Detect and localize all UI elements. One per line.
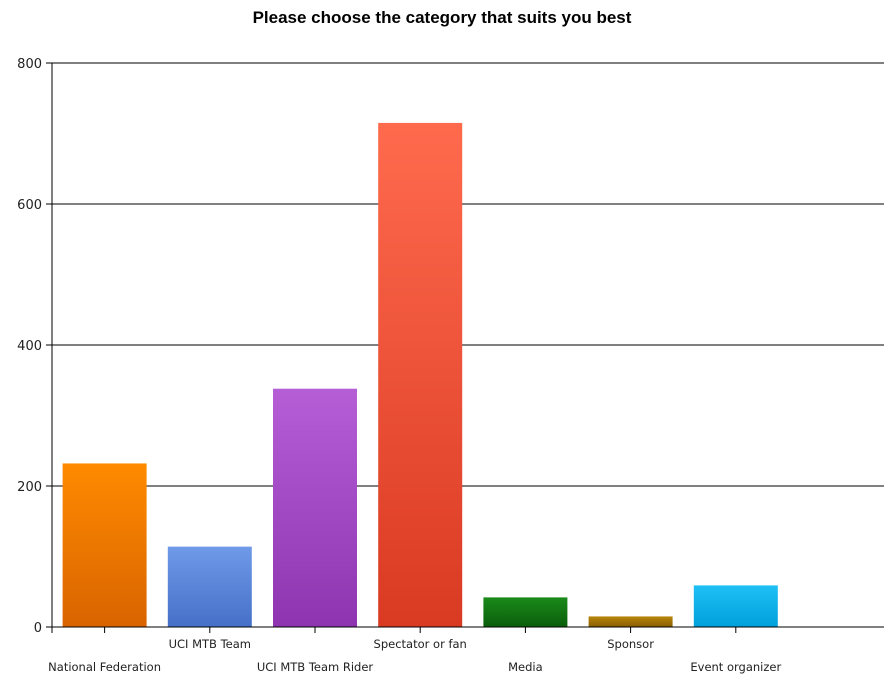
label-layer: 0 200 400 600 800 National Federation UCI MTB … — [17, 57, 781, 674]
x-tick-label: Sponsor — [607, 637, 654, 651]
y-tick-label: 800 — [17, 57, 42, 72]
bar-3 — [273, 388, 357, 627]
y-tick-label: 600 — [17, 198, 42, 213]
chart-title: Please choose the category that suits yo… — [252, 8, 632, 27]
bar-2 — [167, 546, 252, 627]
x-tick-label: UCI MTB Team — [169, 637, 251, 651]
bar-layer — [62, 122, 778, 628]
axis-layer — [46, 62, 884, 633]
bar-7 — [693, 585, 778, 627]
x-tick-label: Media — [508, 660, 543, 674]
x-tick-label: Spectator or fan — [374, 637, 467, 651]
x-tick-label: UCI MTB Team Rider — [257, 660, 374, 674]
y-tick-label: 0 — [34, 621, 42, 636]
y-tick-label: 200 — [17, 480, 42, 495]
bar-6 — [588, 616, 673, 627]
grid-layer — [52, 62, 884, 487]
x-tick-label: Event organizer — [690, 660, 781, 674]
y-tick-label: 400 — [17, 339, 42, 354]
bar-4 — [378, 122, 463, 628]
bar-5 — [483, 597, 568, 627]
x-tick-label: National Federation — [48, 660, 161, 674]
bar-1 — [62, 463, 147, 627]
